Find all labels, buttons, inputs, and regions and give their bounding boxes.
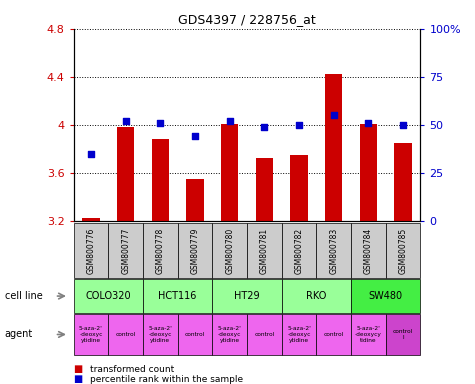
Text: GSM800780: GSM800780 (225, 227, 234, 274)
Text: GSM800778: GSM800778 (156, 227, 165, 274)
Text: agent: agent (5, 329, 33, 339)
Bar (82, 218, 100, 221)
Text: ■: ■ (74, 364, 86, 374)
Text: RKO: RKO (306, 291, 326, 301)
Text: GSM800784: GSM800784 (364, 227, 373, 274)
Text: GSM800776: GSM800776 (86, 227, 95, 274)
Bar (360, 124, 377, 221)
Bar (394, 143, 412, 221)
Bar (186, 179, 204, 221)
Point (295, 122, 303, 128)
Text: 5-aza-2'
-deoxyc
ytidine: 5-aza-2' -deoxyc ytidine (287, 326, 311, 343)
Text: SW480: SW480 (369, 291, 403, 301)
Title: GDS4397 / 228756_at: GDS4397 / 228756_at (178, 13, 316, 26)
Point (365, 120, 372, 126)
Bar (117, 127, 134, 221)
Text: HT29: HT29 (234, 291, 260, 301)
Text: COLO320: COLO320 (86, 291, 131, 301)
Text: 5-aza-2'
-deoxyc
ytidine: 5-aza-2' -deoxyc ytidine (79, 326, 103, 343)
Point (330, 112, 337, 118)
Point (226, 118, 234, 124)
Text: control: control (185, 332, 205, 337)
Bar (152, 139, 169, 221)
Text: cell line: cell line (5, 291, 42, 301)
Text: GSM800781: GSM800781 (260, 227, 269, 274)
Text: control: control (323, 332, 344, 337)
Text: GSM800782: GSM800782 (294, 227, 304, 274)
Text: 5-aza-2'
-deoxyc
ytidine: 5-aza-2' -deoxyc ytidine (218, 326, 242, 343)
Text: GSM800785: GSM800785 (399, 227, 408, 274)
Point (156, 120, 164, 126)
Text: control
l: control l (393, 329, 413, 340)
Point (261, 124, 268, 130)
Text: 5-aza-2'
-deoxycy
tidine: 5-aza-2' -deoxycy tidine (355, 326, 382, 343)
Text: GSM800779: GSM800779 (190, 227, 200, 274)
Point (191, 133, 199, 139)
Bar (325, 74, 342, 221)
Bar (290, 155, 308, 221)
Point (122, 118, 129, 124)
Text: percentile rank within the sample: percentile rank within the sample (90, 375, 243, 384)
Text: GSM800777: GSM800777 (121, 227, 130, 274)
Text: control: control (254, 332, 275, 337)
Text: 5-aza-2'
-deoxyc
ytidine: 5-aza-2' -deoxyc ytidine (148, 326, 172, 343)
Point (399, 122, 407, 128)
Text: transformed count: transformed count (90, 365, 174, 374)
Text: control: control (115, 332, 136, 337)
Bar (256, 158, 273, 221)
Bar (221, 124, 238, 221)
Text: ■: ■ (74, 374, 86, 384)
Point (87, 151, 95, 157)
Text: HCT116: HCT116 (159, 291, 197, 301)
Text: GSM800783: GSM800783 (329, 227, 338, 274)
